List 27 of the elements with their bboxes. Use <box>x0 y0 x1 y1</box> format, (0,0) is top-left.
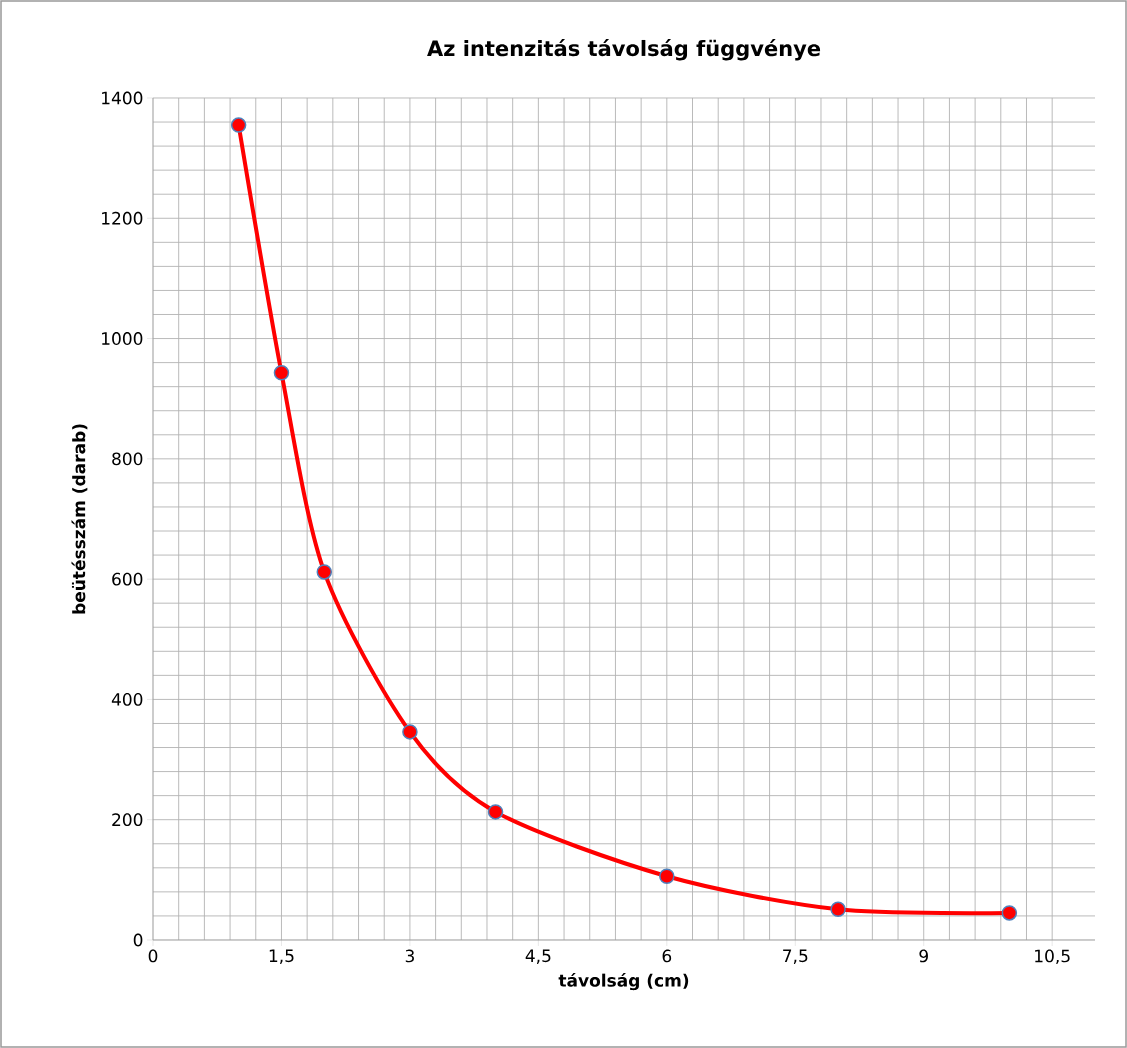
x-tick-label: 4,5 <box>525 949 551 964</box>
y-axis-title: beütésszám (darab) <box>71 424 88 614</box>
x-tick-label: 10,5 <box>1035 949 1070 965</box>
point <box>316 564 333 580</box>
y-tick-label: 600 <box>112 572 143 586</box>
x-tick-label: 0 <box>148 949 158 963</box>
y-tick-label: 1400 <box>102 91 143 105</box>
y-tick-label: 200 <box>112 813 143 827</box>
x-tick-label: 6 <box>662 949 672 963</box>
x-tick-label: 1,5 <box>269 949 294 964</box>
y-tick-label: 800 <box>112 452 143 466</box>
x-tick-label: 3 <box>405 949 414 963</box>
point <box>273 365 290 381</box>
point <box>230 117 247 133</box>
x-axis-title: távolság (cm) <box>558 972 689 991</box>
x-tick-label: 7,5 <box>783 949 808 964</box>
point <box>402 724 418 740</box>
y-tick-label: 0 <box>133 933 143 947</box>
y-tick-label: 400 <box>111 692 143 706</box>
point <box>487 804 504 820</box>
chart-title: Az intenzitás távolság függvénye <box>427 39 821 61</box>
point <box>1001 905 1018 921</box>
y-tick-label: 1200 <box>102 211 143 225</box>
x-tick-label: 9 <box>919 949 928 963</box>
point <box>659 868 675 884</box>
point <box>830 901 846 918</box>
y-tick-label: 1000 <box>102 332 143 345</box>
